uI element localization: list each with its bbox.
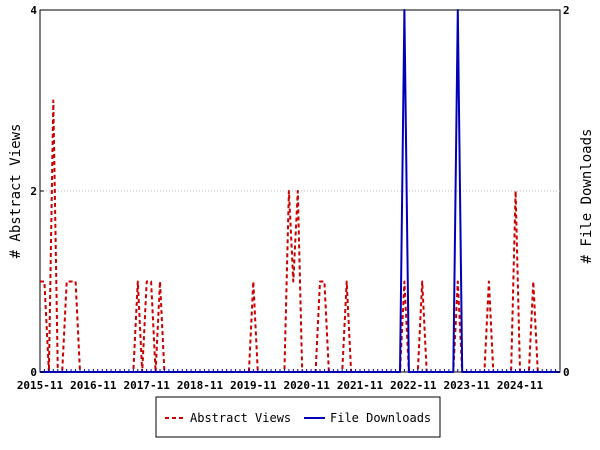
legend-label-file-downloads: File Downloads <box>330 411 431 425</box>
y-axis-left-title: # Abstract Views <box>8 124 24 259</box>
y-tick-label-left: 0 <box>30 366 37 379</box>
legend-box <box>155 396 441 438</box>
legend-label-abstract-views: Abstract Views <box>190 411 291 425</box>
y-axis-right-title: # File Downloads <box>579 129 595 264</box>
x-tick-label: 2015-11 <box>17 379 64 392</box>
y-tick-label-right: 2 <box>563 4 570 17</box>
x-tick-label: 2021-11 <box>337 379 384 392</box>
legend: Abstract Views File Downloads <box>155 396 441 438</box>
x-tick-label: 2022-11 <box>390 379 437 392</box>
y-tick-label-left: 4 <box>30 4 37 17</box>
x-tick-label: 2017-11 <box>123 379 170 392</box>
x-tick-label: 2016-11 <box>70 379 117 392</box>
x-tick-label: 2020-11 <box>283 379 330 392</box>
plot-area <box>39 9 561 373</box>
y-tick-label-right: 0 <box>563 366 570 379</box>
x-tick-label: 2024-11 <box>497 379 544 392</box>
x-tick-label: 2019-11 <box>230 379 277 392</box>
x-tick-label: 2018-11 <box>177 379 224 392</box>
y-tick-label-left: 2 <box>30 185 37 198</box>
x-tick-label: 2023-11 <box>443 379 490 392</box>
